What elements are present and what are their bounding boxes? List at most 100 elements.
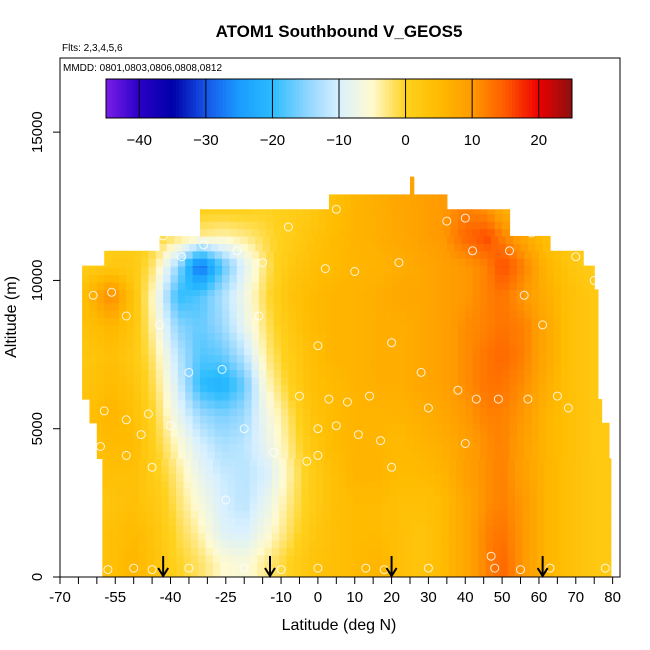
heatmap-cell: [551, 458, 560, 467]
heatmap-cell: [118, 369, 127, 378]
heatmap-cell: [457, 422, 466, 430]
heatmap-cell: [524, 369, 533, 378]
heatmap-cell: [279, 539, 288, 548]
heatmap-cell: [249, 525, 258, 534]
heatmap-cell: [111, 295, 120, 304]
heatmap-cell: [391, 228, 400, 237]
flight-arrows: [157, 556, 549, 578]
heatmap-cell: [104, 258, 113, 267]
heatmap-cell: [205, 554, 214, 563]
heatmap-cell: [222, 354, 231, 363]
heatmap-cell: [450, 443, 459, 452]
heatmap-cell: [192, 339, 201, 348]
heatmap-cell: [198, 569, 207, 577]
heatmap-cell: [161, 510, 170, 519]
heatmap-cell: [310, 332, 319, 341]
heatmap-cell: [347, 347, 356, 356]
x-tick-label: 60: [531, 589, 548, 606]
heatmap-cell: [443, 209, 452, 215]
heatmap-cell: [212, 488, 221, 497]
heatmap-cell: [222, 209, 231, 215]
heatmap-cell: [96, 361, 105, 370]
heatmap-cell: [141, 415, 150, 424]
heatmap-cell: [487, 324, 496, 333]
heatmap-cell: [515, 525, 523, 534]
heatmap-cell: [419, 458, 428, 467]
heatmap-cell: [553, 339, 562, 348]
heatmap-cell: [321, 243, 330, 252]
heatmap-cell: [310, 369, 319, 378]
heatmap-cell: [546, 376, 555, 385]
heatmap-cell: [575, 369, 584, 378]
heatmap-cell: [347, 443, 356, 452]
observation-point: [331, 421, 341, 431]
observation-point: [350, 267, 360, 276]
heatmap-cell: [118, 289, 127, 296]
heatmap-cell: [317, 369, 326, 378]
heatmap-cell: [457, 324, 466, 333]
heatmap-cell: [456, 539, 465, 548]
heatmap-cell: [141, 450, 150, 459]
heatmap-cell: [244, 415, 253, 424]
heatmap-cell: [419, 488, 428, 497]
heatmap-cell: [588, 547, 597, 556]
heatmap-cell: [236, 265, 245, 268]
heatmap-cell: [211, 235, 220, 244]
heatmap-cell: [546, 281, 555, 290]
heatmap-cell: [295, 339, 304, 348]
heatmap-cell: [439, 194, 448, 203]
heatmap-cell: [492, 539, 501, 548]
colorbar-segment: [475, 79, 480, 118]
heatmap-cell: [229, 250, 238, 259]
heatmap-cell: [404, 458, 413, 467]
x-tick-label: 20: [383, 589, 400, 606]
heatmap-cell: [450, 302, 459, 311]
heatmap-cell: [185, 391, 194, 400]
heatmap-cell: [146, 488, 155, 497]
heatmap-cell: [494, 213, 503, 222]
heatmap-cell: [340, 209, 348, 215]
heatmap-cell: [472, 324, 481, 333]
heatmap-cell: [340, 250, 348, 259]
heatmap-cell: [190, 495, 199, 504]
heatmap-cell: [456, 480, 465, 489]
heatmap-cell: [236, 443, 245, 452]
heatmap-cell: [273, 250, 282, 259]
heatmap-cell: [375, 539, 383, 548]
heatmap-cell: [111, 267, 120, 276]
heatmap-cell: [382, 547, 391, 556]
heatmap-cell: [448, 532, 457, 541]
heatmap-cell: [603, 539, 612, 548]
heatmap-cell: [551, 480, 560, 489]
heatmap-cell: [126, 317, 135, 326]
heatmap-cell: [380, 243, 389, 252]
heatmap-cell: [590, 399, 599, 402]
heatmap-cell: [450, 250, 459, 259]
heatmap-cell: [340, 274, 348, 283]
heatmap-cell: [257, 562, 266, 571]
heatmap-cell: [139, 465, 148, 474]
heatmap-cell: [406, 317, 415, 326]
heatmap-cell: [185, 436, 194, 445]
observation-point: [387, 462, 397, 472]
heatmap-cell: [323, 554, 332, 563]
heatmap-cell: [360, 473, 369, 482]
heatmap-cell: [559, 502, 568, 511]
heatmap-cell: [281, 436, 290, 445]
heatmap-cell: [524, 274, 533, 283]
heatmap-cell: [155, 317, 164, 326]
heatmap-cell: [369, 443, 378, 452]
heatmap-cell: [166, 243, 175, 252]
heatmap-cell: [249, 495, 258, 504]
colorbar-segment: [255, 79, 260, 118]
heatmap-cell: [397, 539, 406, 548]
heatmap-cell: [220, 539, 229, 548]
heatmap-cell: [424, 201, 433, 210]
heatmap-cell: [295, 258, 304, 267]
heatmap-cell: [376, 250, 385, 259]
observation-point: [158, 231, 168, 241]
heatmap-cell: [192, 274, 201, 283]
heatmap-cell: [338, 480, 347, 489]
heatmap-cell: [295, 302, 304, 311]
